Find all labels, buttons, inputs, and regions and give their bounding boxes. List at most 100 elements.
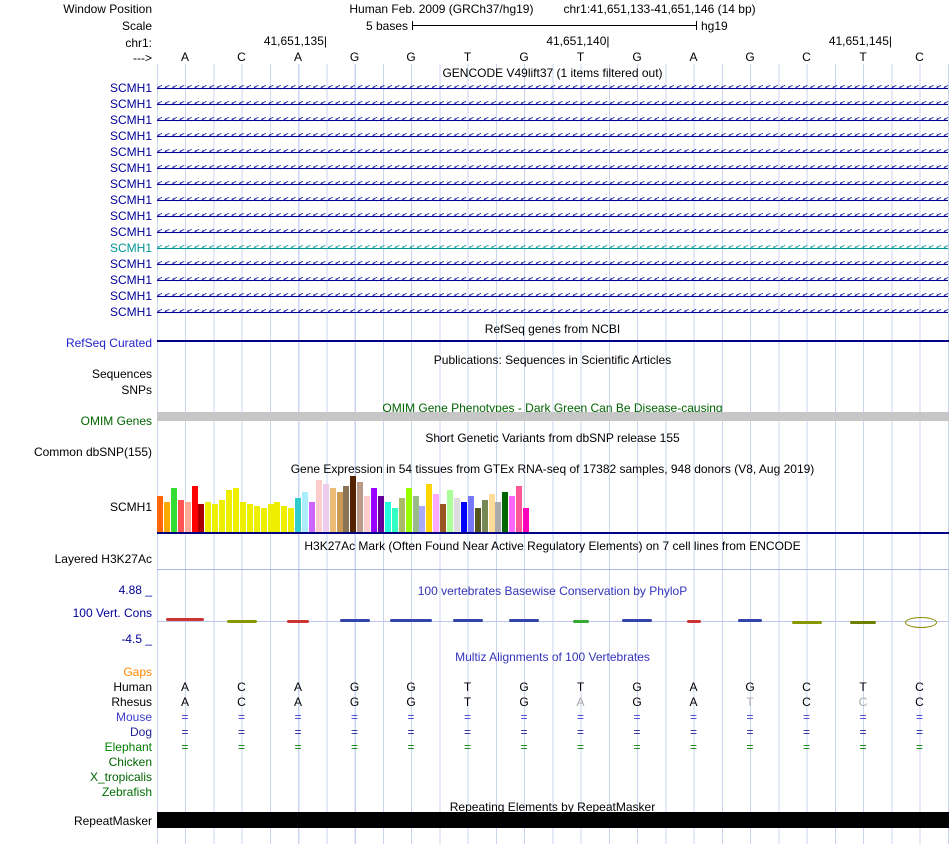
gtex-expression-bar[interactable]	[157, 496, 163, 532]
gencode-item-label[interactable]: SCMH1	[109, 81, 152, 95]
gtex-expression-bar[interactable]	[357, 482, 364, 532]
gtex-expression-bar[interactable]	[295, 498, 302, 532]
gtex-expression-bar[interactable]	[343, 486, 350, 532]
gtex-expression-bar[interactable]	[212, 504, 219, 532]
gtex-expression-bar[interactable]	[440, 504, 447, 532]
gtex-expression-bar[interactable]	[281, 506, 288, 532]
gencode-transcript[interactable]: <<<<<<<<<<<<<<<<<<<<<<<<<<<<<<<<<<<<<<<<…	[157, 193, 948, 208]
gtex-expression-bar[interactable]	[205, 502, 212, 532]
dbsnp-track-title[interactable]: Short Genetic Variants from dbSNP releas…	[425, 431, 680, 445]
sequences-label[interactable]: Sequences	[91, 367, 152, 381]
h3k27ac-track-title[interactable]: H3K27Ac Mark (Often Found Near Active Re…	[304, 539, 801, 553]
gtex-expression-bar[interactable]	[447, 490, 454, 532]
gencode-item-label[interactable]: SCMH1	[109, 305, 152, 319]
gtex-expression-bar[interactable]	[329, 488, 336, 532]
gtex-expression-bar[interactable]	[454, 498, 460, 532]
gencode-track-title[interactable]: GENCODE V49lift37 (1 items filtered out)	[442, 66, 663, 80]
gtex-expression-bar[interactable]	[350, 476, 357, 532]
gencode-transcript[interactable]: <<<<<<<<<<<<<<<<<<<<<<<<<<<<<<<<<<<<<<<<…	[157, 225, 948, 240]
gtex-expression-bar[interactable]	[481, 500, 488, 532]
gtex-expression-bar[interactable]	[426, 484, 433, 532]
gencode-transcript[interactable]: <<<<<<<<<<<<<<<<<<<<<<<<<<<<<<<<<<<<<<<<…	[157, 145, 948, 160]
species-label-x-tropicalis[interactable]: X_tropicalis	[89, 770, 152, 784]
gtex-expression-bar[interactable]	[219, 500, 226, 532]
refseq-track-title[interactable]: RefSeq genes from NCBI	[484, 322, 621, 336]
gtex-expression-bar[interactable]	[322, 484, 329, 532]
gtex-expression-bar[interactable]	[523, 508, 530, 532]
gencode-transcript[interactable]: <<<<<<<<<<<<<<<<<<<<<<<<<<<<<<<<<<<<<<<<…	[157, 113, 948, 128]
gtex-expression-bar[interactable]	[302, 492, 309, 532]
gencode-transcript[interactable]: <<<<<<<<<<<<<<<<<<<<<<<<<<<<<<<<<<<<<<<<…	[157, 257, 948, 272]
gtex-expression-bar[interactable]	[412, 496, 419, 532]
gtex-expression-bar[interactable]	[267, 504, 274, 532]
gencode-transcript[interactable]: <<<<<<<<<<<<<<<<<<<<<<<<<<<<<<<<<<<<<<<<…	[157, 97, 948, 112]
common-dbsnp-label[interactable]: Common dbSNP(155)	[33, 445, 152, 459]
gtex-expression-bar[interactable]	[198, 504, 205, 532]
gtex-expression-bar[interactable]	[226, 490, 233, 532]
gtex-expression-bar[interactable]	[398, 498, 405, 532]
gtex-gene-label[interactable]: SCMH1	[109, 500, 152, 514]
gtex-expression-bar[interactable]	[336, 492, 343, 532]
species-label-chicken[interactable]: Chicken	[108, 755, 152, 769]
gtex-track-title[interactable]: Gene Expression in 54 tissues from GTEx …	[290, 462, 815, 476]
gtex-expression-bar[interactable]	[163, 502, 170, 532]
gencode-item-label[interactable]: SCMH1	[109, 177, 152, 191]
gtex-expression-bar[interactable]	[371, 488, 378, 532]
refseq-curated-label[interactable]: RefSeq Curated	[65, 336, 152, 350]
gencode-item-label[interactable]: SCMH1	[109, 161, 152, 175]
gtex-expression-bar[interactable]	[405, 488, 412, 532]
gtex-expression-bar[interactable]	[177, 500, 184, 532]
vert-cons-label[interactable]: 100 Vert. Cons	[72, 606, 152, 620]
gtex-expression-bar[interactable]	[253, 506, 260, 532]
gtex-expression-bar[interactable]	[170, 488, 177, 532]
gtex-expression-bar[interactable]	[467, 496, 474, 532]
species-label-human[interactable]: Human	[113, 680, 152, 694]
gtex-expression-bar[interactable]	[509, 496, 516, 532]
gencode-item-label[interactable]: SCMH1	[109, 145, 152, 159]
gencode-item-label[interactable]: SCMH1	[109, 97, 152, 111]
gtex-expression-bar[interactable]	[391, 508, 398, 532]
gtex-expression-bar[interactable]	[239, 502, 246, 532]
gtex-expression-bar[interactable]	[364, 496, 371, 532]
species-label-dog[interactable]: Dog	[129, 725, 152, 739]
omim-genes-track-bar[interactable]	[157, 412, 949, 421]
gtex-expression-bar[interactable]	[315, 480, 322, 532]
gtex-expression-bar[interactable]	[495, 502, 502, 532]
layered-h3k27ac-label[interactable]: Layered H3K27Ac	[54, 552, 152, 566]
multiz-track-title[interactable]: Multiz Alignments of 100 Vertebrates	[455, 650, 650, 664]
repeatmasker-label[interactable]: RepeatMasker	[73, 814, 152, 828]
gencode-item-label[interactable]: SCMH1	[109, 257, 152, 271]
refseq-curated-track-line[interactable]	[157, 340, 949, 342]
gtex-expression-bar[interactable]	[502, 492, 509, 532]
gtex-expression-bar[interactable]	[488, 494, 495, 532]
gtex-expression-bar[interactable]	[516, 486, 523, 532]
gtex-expression-bar[interactable]	[184, 502, 191, 532]
gencode-item-label[interactable]: SCMH1	[109, 113, 152, 127]
repeatmasker-track-bar[interactable]	[157, 812, 949, 828]
publications-track-title[interactable]: Publications: Sequences in Scientific Ar…	[433, 353, 672, 367]
species-label-mouse[interactable]: Mouse	[115, 710, 152, 724]
gtex-expression-bar[interactable]	[191, 486, 198, 532]
snps-label[interactable]: SNPs	[121, 383, 152, 397]
gencode-transcript[interactable]: <<<<<<<<<<<<<<<<<<<<<<<<<<<<<<<<<<<<<<<<…	[157, 129, 948, 144]
gtex-expression-bar[interactable]	[433, 494, 440, 532]
gtex-expression-bar[interactable]	[274, 502, 281, 532]
gencode-item-label[interactable]: SCMH1	[109, 289, 152, 303]
gencode-transcript[interactable]: <<<<<<<<<<<<<<<<<<<<<<<<<<<<<<<<<<<<<<<<…	[157, 161, 948, 176]
gtex-expression-bar[interactable]	[384, 502, 391, 532]
gtex-expression-bar[interactable]	[260, 508, 267, 532]
gencode-transcript[interactable]: <<<<<<<<<<<<<<<<<<<<<<<<<<<<<<<<<<<<<<<<…	[157, 177, 948, 192]
species-label-elephant[interactable]: Elephant	[104, 740, 152, 754]
omim-track-title[interactable]: OMIM Gene Phenotypes - Dark Green Can Be…	[382, 401, 723, 415]
gencode-item-label[interactable]: SCMH1	[109, 209, 152, 223]
gencode-item-label[interactable]: SCMH1	[109, 273, 152, 287]
gtex-expression-bar[interactable]	[232, 488, 239, 532]
repeatmasker-track-title[interactable]: Repeating Elements by RepeatMasker	[449, 800, 656, 814]
gencode-item-label[interactable]: SCMH1	[109, 225, 152, 239]
species-label-gaps[interactable]: Gaps	[123, 665, 152, 679]
gencode-item-label[interactable]: SCMH1	[109, 129, 152, 143]
gencode-transcript[interactable]: <<<<<<<<<<<<<<<<<<<<<<<<<<<<<<<<<<<<<<<<…	[157, 81, 948, 96]
gtex-expression-bar[interactable]	[378, 496, 385, 532]
gencode-item-label[interactable]: SCMH1	[109, 193, 152, 207]
gencode-transcript[interactable]: <<<<<<<<<<<<<<<<<<<<<<<<<<<<<<<<<<<<<<<<…	[157, 209, 948, 224]
